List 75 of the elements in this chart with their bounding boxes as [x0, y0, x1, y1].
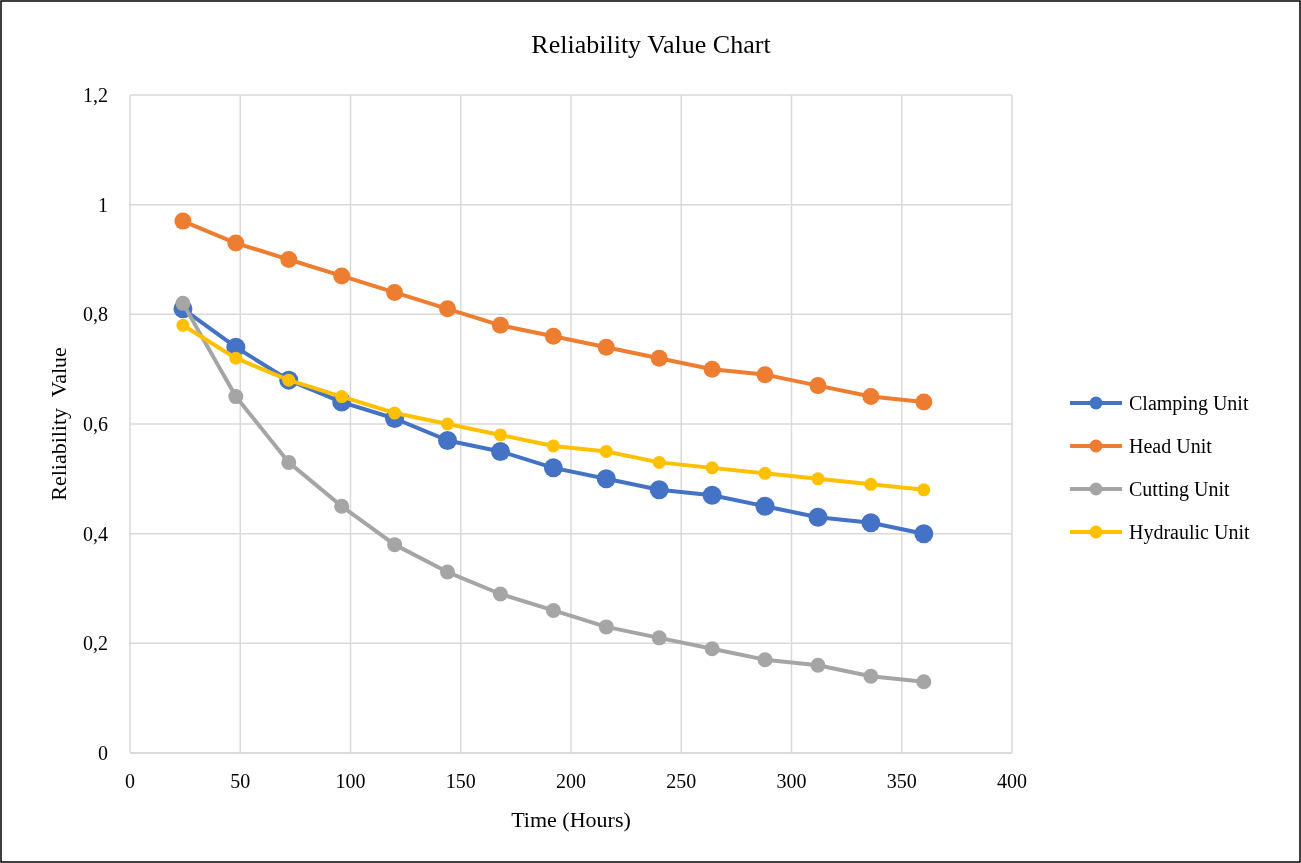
x-tick-label: 250: [666, 770, 697, 792]
point: [333, 267, 351, 285]
point: [809, 377, 827, 395]
point: [176, 318, 190, 332]
point: [862, 388, 880, 406]
point: [441, 417, 455, 431]
point: [546, 439, 560, 453]
point: [861, 513, 881, 533]
x-tick-label: 350: [886, 770, 917, 792]
point: [229, 351, 243, 365]
y-axis-title: Reliability Value: [46, 347, 71, 501]
point: [334, 498, 350, 514]
point: [493, 428, 507, 442]
y-tick-label: 0: [98, 742, 108, 764]
point: [703, 360, 721, 378]
point: [597, 338, 615, 356]
point: [228, 389, 244, 405]
point: [386, 283, 404, 301]
point: [440, 564, 456, 580]
point: [810, 657, 826, 673]
chart-title: Reliability Value Chart: [531, 30, 772, 59]
point: [758, 466, 772, 480]
legend-label: Clamping Unit: [1129, 392, 1249, 415]
point: [914, 524, 934, 544]
point: [174, 212, 192, 230]
point: [756, 366, 774, 384]
point: [543, 458, 563, 478]
point: [705, 461, 719, 475]
x-axis-title: Time (Hours): [511, 807, 631, 832]
point: [755, 496, 775, 516]
point: [596, 469, 616, 489]
y-tick-label: 0,2: [83, 632, 108, 655]
y-tick-label: 0,4: [83, 522, 108, 545]
point: [438, 430, 458, 450]
x-tick-label: 400: [997, 770, 1027, 792]
point: [599, 444, 613, 458]
point: [863, 668, 879, 684]
point: [490, 441, 510, 461]
point: [808, 507, 828, 527]
point: [649, 480, 669, 500]
point: [757, 652, 773, 668]
point: [650, 349, 668, 367]
point: [281, 454, 297, 470]
point: [704, 641, 720, 657]
x-tick-label: 50: [230, 770, 251, 792]
point: [915, 393, 933, 411]
point: [917, 483, 931, 497]
legend-label: Head Unit: [1129, 435, 1213, 457]
x-tick-label: 300: [776, 770, 807, 792]
y-tick-label: 1,2: [83, 84, 108, 106]
y-tick-label: 0,6: [83, 413, 108, 435]
point: [598, 619, 614, 635]
point: [175, 295, 191, 311]
point: [864, 477, 878, 491]
y-tick-label: 1: [98, 193, 108, 216]
y-tick-label: 0,8: [83, 303, 108, 326]
point: [491, 316, 509, 334]
point: [545, 602, 561, 618]
point: [492, 586, 508, 602]
legend-label: Cutting Unit: [1129, 478, 1231, 501]
point: [387, 537, 403, 553]
point: [916, 674, 932, 690]
point: [811, 472, 825, 486]
legend-label: Hydraulic Unit: [1129, 521, 1250, 544]
point: [702, 485, 722, 505]
point: [280, 251, 298, 268]
x-tick-label: 0: [125, 770, 135, 792]
point: [652, 455, 666, 469]
point: [544, 327, 562, 345]
x-tick-label: 100: [335, 770, 366, 792]
x-tick-label: 150: [445, 770, 476, 792]
point: [439, 300, 457, 318]
point: [651, 630, 667, 646]
x-tick-label: 200: [556, 770, 586, 792]
point: [227, 234, 245, 252]
